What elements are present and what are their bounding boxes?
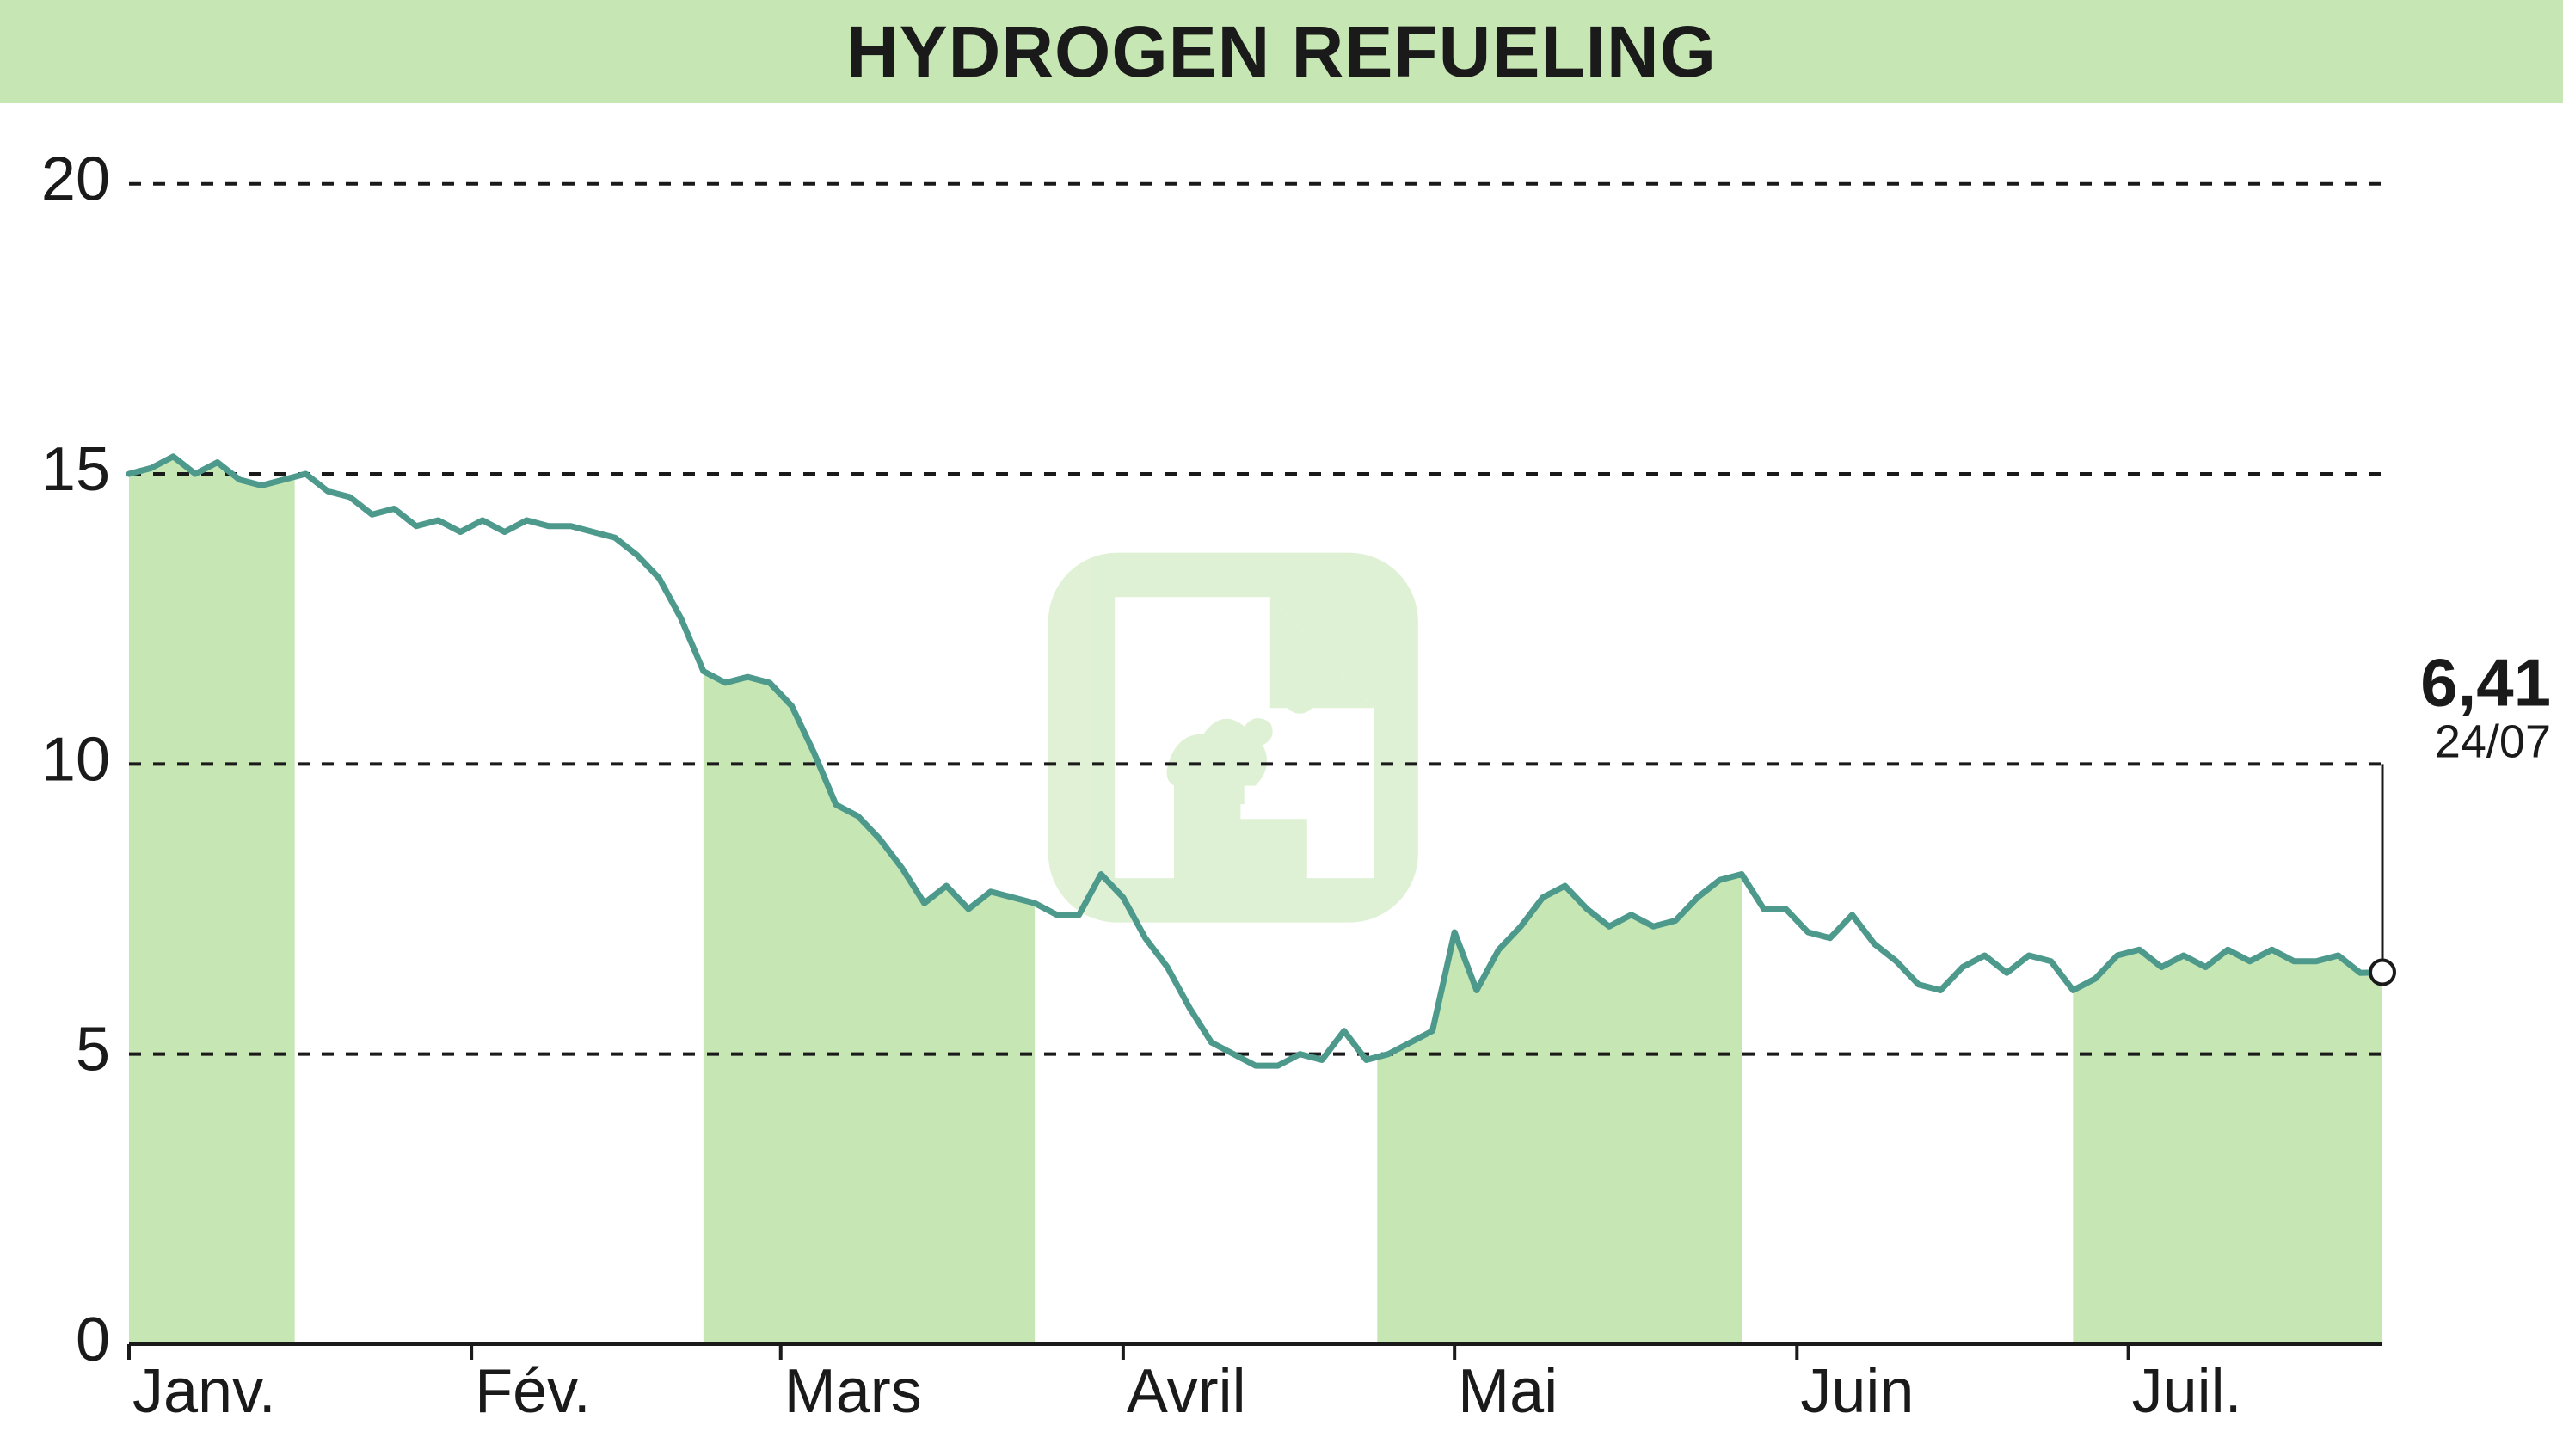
- y-tick-label: 0: [76, 1305, 110, 1374]
- x-tick-label: Fév.: [475, 1357, 591, 1426]
- end-date-label: 24/07: [2435, 716, 2551, 767]
- end-value-label: 6,41: [2420, 644, 2551, 720]
- x-ticks: Janv. Fév. Mars Avril Mai Juin Juil.: [129, 1344, 2242, 1426]
- x-tick-label: Avril: [1127, 1357, 1246, 1426]
- x-tick-label: Janv.: [132, 1357, 276, 1426]
- y-tick-label: 15: [41, 435, 110, 504]
- x-tick-label: Juil.: [2132, 1357, 2242, 1426]
- x-tick-label: Mai: [1458, 1357, 1558, 1426]
- chart-container: HYDROGEN REFUELING 0 5 10 15 20 Janv. Fév. Mars…: [0, 0, 2563, 1456]
- x-tick-label: Juin: [1800, 1357, 1914, 1426]
- y-tick-label: 20: [41, 145, 110, 214]
- end-point-marker: [2370, 961, 2394, 985]
- y-tick-label: 5: [76, 1016, 110, 1084]
- line-chart-svg: 0 5 10 15 20 Janv. Fév. Mars Avril Mai Juin Juil. 6,…: [0, 103, 2563, 1456]
- title-bar: HYDROGEN REFUELING: [0, 0, 2563, 103]
- chart-title: HYDROGEN REFUELING: [846, 11, 1717, 92]
- watermark-logo: [1048, 553, 1418, 923]
- chart-area: 0 5 10 15 20 Janv. Fév. Mars Avril Mai Juin Juil. 6,…: [0, 103, 2563, 1456]
- x-tick-label: Mars: [784, 1357, 922, 1426]
- y-tick-label: 10: [41, 725, 110, 794]
